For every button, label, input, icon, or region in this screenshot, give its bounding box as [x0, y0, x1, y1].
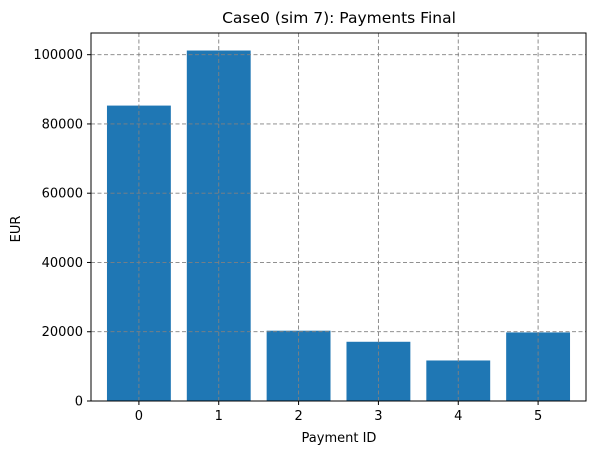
x-tick-label: 4 — [454, 409, 462, 424]
y-tick-label: 0 — [75, 395, 83, 410]
y-tick-label: 80000 — [42, 117, 83, 132]
x-tick-label: 0 — [135, 409, 143, 424]
x-axis-ticks: 0 1 2 3 4 5 — [135, 401, 542, 424]
grid-overlay — [91, 33, 586, 402]
bar-1 — [186, 50, 251, 402]
y-tick-label: 20000 — [42, 325, 83, 340]
x-axis-label: Payment ID — [302, 431, 377, 446]
y-axis-ticks: 0 20000 40000 60000 80000 100000 — [33, 48, 91, 410]
x-tick-label: 1 — [215, 409, 223, 424]
x-tick-label: 5 — [534, 409, 542, 424]
y-tick-label: 60000 — [42, 187, 83, 202]
y-axis-label: EUR — [9, 216, 24, 243]
plot-frame — [90, 32, 587, 402]
y-tick-label: 100000 — [33, 48, 83, 63]
chart-title: Case0 (sim 7): Payments Final — [222, 9, 456, 27]
x-tick-label: 2 — [294, 409, 302, 424]
x-tick-label: 3 — [374, 409, 382, 424]
bar-0 — [106, 105, 171, 401]
y-tick-label: 40000 — [42, 256, 83, 271]
